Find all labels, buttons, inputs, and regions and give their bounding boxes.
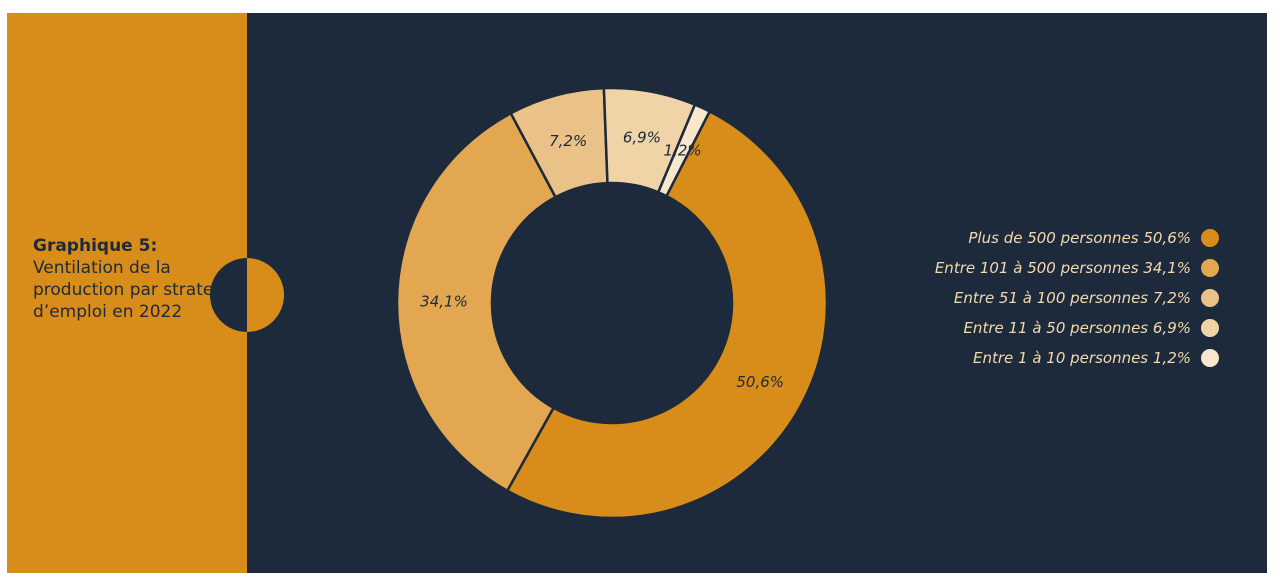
legend-swatch xyxy=(1201,349,1219,367)
legend-swatch xyxy=(1201,229,1219,247)
legend-item: Entre 51 à 100 personnes 7,2% xyxy=(935,283,1219,313)
legend-item: Entre 11 à 50 personnes 6,9% xyxy=(935,313,1219,343)
legend-label: Entre 101 à 500 personnes 34,1% xyxy=(934,259,1191,277)
legend-label: Plus de 500 personnes 50,6% xyxy=(968,229,1191,247)
slice-value-label: 34,1% xyxy=(420,292,468,310)
legend-swatch xyxy=(1201,319,1219,337)
legend-swatch xyxy=(1201,289,1219,307)
chart-subtitle: Ventilation de la production par strate … xyxy=(33,258,214,322)
donut-chart: 50,6% 34,1% 7,2% 6,9%1,2% xyxy=(395,86,829,520)
slice-value-label: 50,6% xyxy=(736,373,784,391)
legend-label: Entre 51 à 100 personnes 7,2% xyxy=(953,289,1191,307)
caption-panel: Graphique 5: Ventilation de la productio… xyxy=(7,13,247,573)
slice-value-label: 6,9% xyxy=(623,129,661,147)
slice-value-label: 7,2% xyxy=(549,132,587,150)
chart-caption: Graphique 5: Ventilation de la productio… xyxy=(33,235,223,323)
chart-legend: Plus de 500 personnes 50,6% Entre 101 à 5… xyxy=(935,223,1219,373)
legend-item: Plus de 500 personnes 50,6% xyxy=(935,223,1219,253)
chart-title: Graphique 5: xyxy=(33,236,158,256)
slice-value-label: 1,2% xyxy=(664,142,702,160)
legend-label: Entre 11 à 50 personnes 6,9% xyxy=(963,319,1191,337)
donut-slice xyxy=(656,102,712,198)
legend-item: Entre 1 à 10 personnes 1,2% xyxy=(935,343,1219,373)
donut-slice xyxy=(505,109,829,520)
legend-label: Entre 1 à 10 personnes 1,2% xyxy=(973,349,1191,367)
legend-item: Entre 101 à 500 personnes 34,1% xyxy=(935,253,1219,283)
donut-slice xyxy=(395,111,558,493)
legend-swatch xyxy=(1201,259,1219,277)
chart-frame: Graphique 5: Ventilation de la productio… xyxy=(7,13,1267,573)
half-circle-divider xyxy=(210,258,284,332)
